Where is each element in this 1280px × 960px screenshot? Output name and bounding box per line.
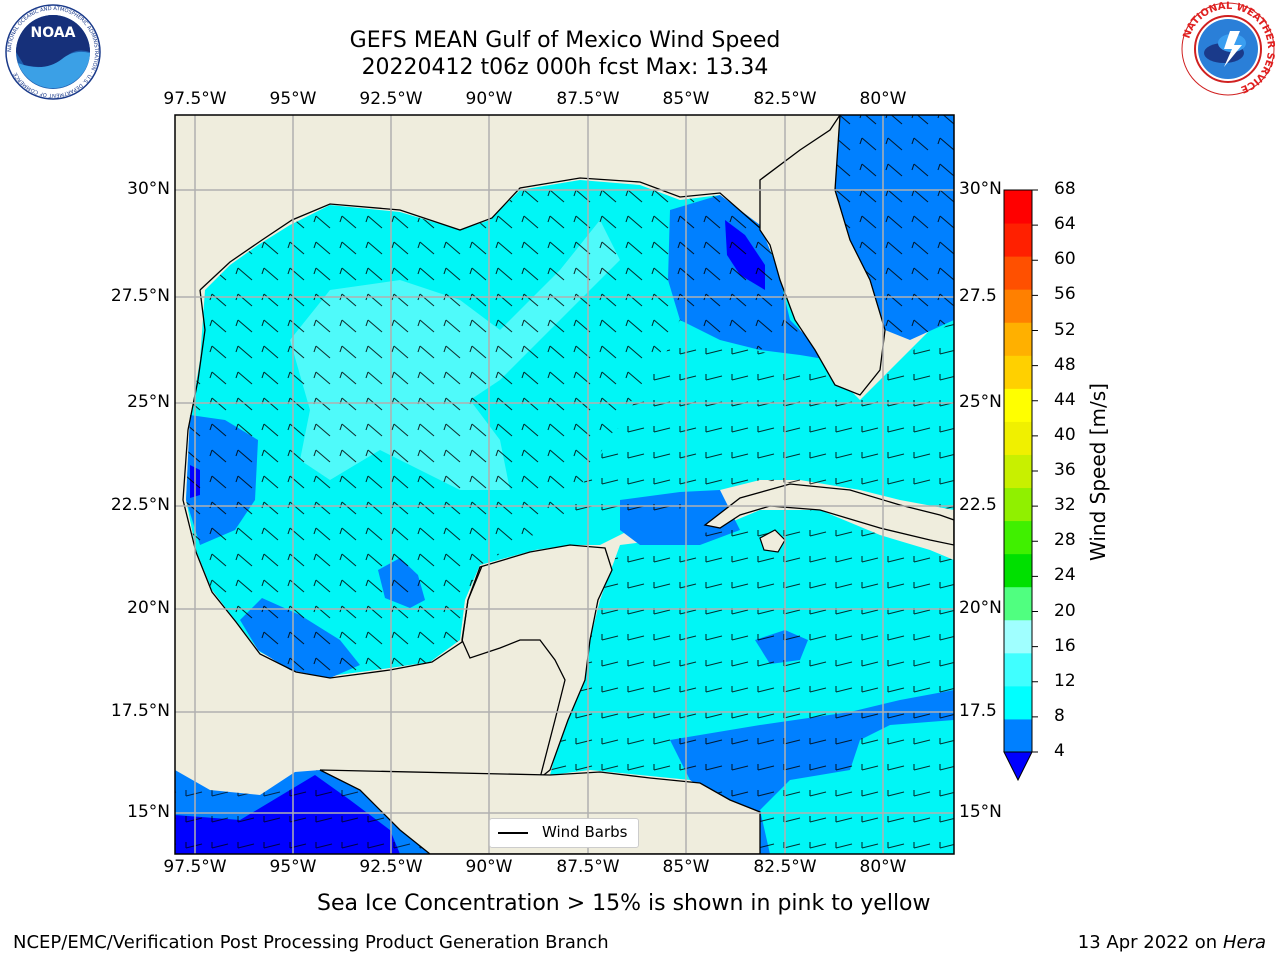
lon-tick-top: 90°W <box>465 89 513 109</box>
colorbar-segment <box>1004 487 1032 522</box>
colorbar-tick-label: 52 <box>1054 319 1076 340</box>
lat-tick-right: 17.5 <box>959 701 997 721</box>
lat-tick-right: 27.5 <box>959 286 997 306</box>
colorbar-segment <box>1004 190 1032 224</box>
lon-tick-top: 97.5°W <box>163 89 227 109</box>
lon-tick-top: 85°W <box>662 89 710 109</box>
lat-tick-left: 20°N <box>127 598 170 618</box>
lat-tick-left: 22.5°N <box>110 495 170 515</box>
lat-tick-left: 27.5°N <box>110 286 170 306</box>
colorbar-tick-label: 4 <box>1054 741 1065 761</box>
colorbar-tick-label: 64 <box>1054 214 1076 235</box>
footer-date: 13 Apr 2022 on Hera <box>1078 932 1266 953</box>
colorbar-segment <box>1004 322 1032 356</box>
lat-tick-right: 22.5 <box>959 495 997 515</box>
mexico-coast <box>182 289 483 679</box>
colorbar-segment <box>1004 256 1032 290</box>
wind-barbs-caribbean <box>550 510 954 854</box>
colorbar-segment <box>1004 355 1032 389</box>
lon-tick-top: 82.5°W <box>753 89 817 109</box>
colorbar-tick-label: 56 <box>1054 284 1076 305</box>
lon-tick-bottom: 92.5°W <box>359 857 423 877</box>
lon-tick-bottom: 97.5°W <box>163 857 227 877</box>
colorbar-segment <box>1004 652 1032 687</box>
colorbar-tick-label: 40 <box>1054 424 1076 445</box>
us-gulf-coast <box>199 177 761 291</box>
colorbar-segment <box>1004 553 1032 588</box>
lat-tick-right: 20°N <box>959 598 1002 618</box>
colorbar-segment <box>1004 223 1032 257</box>
lon-tick-bottom: 87.5°W <box>556 857 620 877</box>
colorbar-tick-label: 28 <box>1054 530 1076 551</box>
colorbar-segment <box>1004 289 1032 323</box>
colorbar-tick-label: 48 <box>1054 354 1076 375</box>
map-frame <box>174 114 955 855</box>
sea-ice-caption: Sea Ice Concentration > 15% is shown in … <box>317 891 931 916</box>
cuba <box>703 483 954 546</box>
lat-tick-left: 30°N <box>127 179 170 199</box>
wind-barbs-florida <box>835 115 954 340</box>
colorbar-tick-label: 24 <box>1054 565 1076 586</box>
colorbar-extend-triangle <box>1003 751 1033 782</box>
colorbar-segment <box>1004 619 1032 654</box>
colorbar-segment <box>1004 520 1032 555</box>
colorbar-tick-label: 60 <box>1054 249 1076 270</box>
chart-title: GEFS MEAN Gulf of Mexico Wind Speed <box>349 28 781 53</box>
footer-host: Hera <box>1222 932 1266 953</box>
colorbar <box>1003 189 1038 782</box>
footer-date-text: 13 Apr 2022 on <box>1077 932 1223 953</box>
lon-tick-bottom: 95°W <box>269 857 317 877</box>
chart-subtitle: 20220412 t06z 000h fcst Max: 13.34 <box>361 55 769 80</box>
colorbar-segment <box>1004 454 1032 489</box>
central-america <box>319 769 761 854</box>
legend-line <box>498 832 528 834</box>
lat-tick-left: 25°N <box>127 392 170 412</box>
lon-tick-top: 87.5°W <box>556 89 620 109</box>
colorbar-tick-label: 68 <box>1054 179 1076 199</box>
florida-peninsula <box>759 115 886 396</box>
colorbar-tick-label: 16 <box>1054 635 1076 656</box>
wind-barbs-pacific <box>175 770 430 854</box>
colorbar-segment <box>1004 586 1032 621</box>
colorbar-tick-label: 36 <box>1054 460 1076 480</box>
nws-logo: NATIONAL WEATHER SERVICE <box>1181 1 1276 96</box>
lat-tick-right: 15°N <box>959 802 1002 822</box>
legend-label: Wind Barbs <box>542 823 628 841</box>
colorbar-segment <box>1004 685 1032 720</box>
colorbar-tick-label: 20 <box>1054 600 1076 621</box>
colorbar-label: Wind Speed [m/s] <box>1086 383 1110 561</box>
lon-tick-bottom: 85°W <box>662 857 710 877</box>
noaa-logo: NOAA NATIONAL OCEANIC AND ATMOSPHERIC AD… <box>5 4 101 100</box>
lon-tick-bottom: 82.5°W <box>753 857 817 877</box>
colorbar-segment <box>1004 421 1032 455</box>
colorbar-segment <box>1004 718 1032 753</box>
lat-tick-right: 30°N <box>959 179 1002 199</box>
colorbar-tick-label: 44 <box>1054 389 1076 410</box>
wind-barbs-east <box>560 320 954 530</box>
lat-tick-right: 25°N <box>959 392 1002 412</box>
colorbar-tick-label: 32 <box>1054 495 1076 516</box>
colorbar-tick-label: 12 <box>1054 670 1076 691</box>
lon-tick-top: 95°W <box>269 89 317 109</box>
lon-tick-bottom: 80°W <box>859 857 907 877</box>
lon-tick-top: 92.5°W <box>359 89 423 109</box>
lat-tick-left: 15°N <box>127 802 170 822</box>
footer-branch: NCEP/EMC/Verification Post Processing Pr… <box>13 932 609 953</box>
lon-tick-top: 80°W <box>859 89 907 109</box>
legend: Wind Barbs <box>489 818 639 848</box>
colorbar-tick-label: 8 <box>1054 705 1065 726</box>
colorbar-segment <box>1004 388 1032 422</box>
wind-barbs-gulf <box>186 180 800 676</box>
lat-tick-left: 17.5°N <box>110 701 170 721</box>
lon-tick-bottom: 90°W <box>465 857 513 877</box>
isle-of-youth <box>759 529 786 553</box>
gridlines <box>175 115 954 854</box>
noaa-logo-text: NOAA <box>31 25 76 41</box>
